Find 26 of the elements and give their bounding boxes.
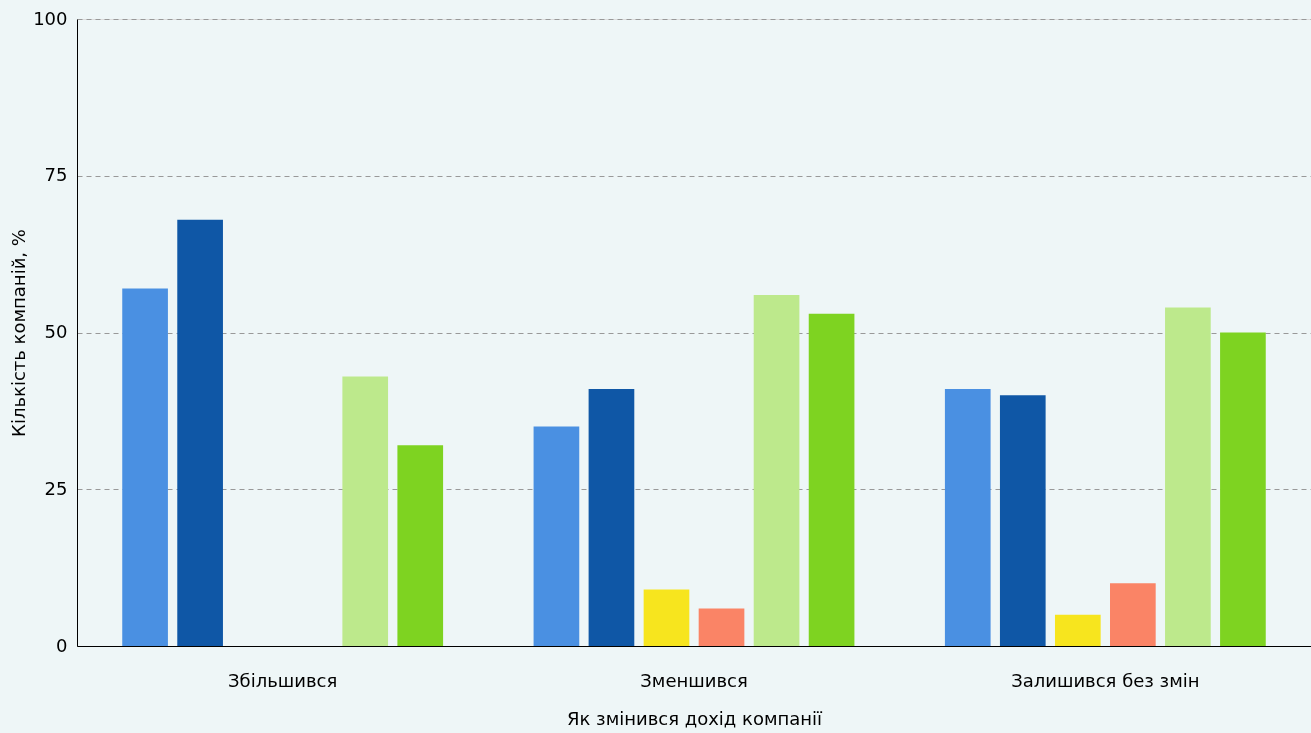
bar: [643, 589, 690, 646]
y-tick-label: 50: [44, 321, 68, 342]
bar: [999, 395, 1046, 646]
bar: [1110, 583, 1156, 646]
bar: [397, 445, 444, 646]
y-tick-label: 75: [44, 164, 68, 186]
bar: [588, 388, 635, 646]
bar: [753, 294, 800, 646]
bar: [122, 288, 168, 646]
bar: [808, 313, 855, 646]
bar: [698, 608, 745, 646]
bar: [1054, 614, 1101, 646]
bar: [177, 219, 223, 646]
bar: [1220, 332, 1266, 646]
y-tick-label: 0: [56, 634, 68, 656]
bar: [1165, 307, 1211, 646]
x-tick-label: Залишився без змін: [1011, 669, 1200, 691]
y-tick-label: 100: [33, 7, 68, 29]
bar: [342, 376, 389, 646]
bar: [533, 426, 580, 646]
y-axis-title: Кількість компаній, %: [8, 229, 30, 437]
y-tick-label: 25: [44, 477, 68, 499]
x-tick-label: Збільшився: [228, 669, 338, 691]
x-axis-title: Як змінився дохід компанії: [566, 707, 824, 729]
x-tick-label: Зменшився: [640, 669, 748, 691]
bar: [944, 388, 991, 646]
